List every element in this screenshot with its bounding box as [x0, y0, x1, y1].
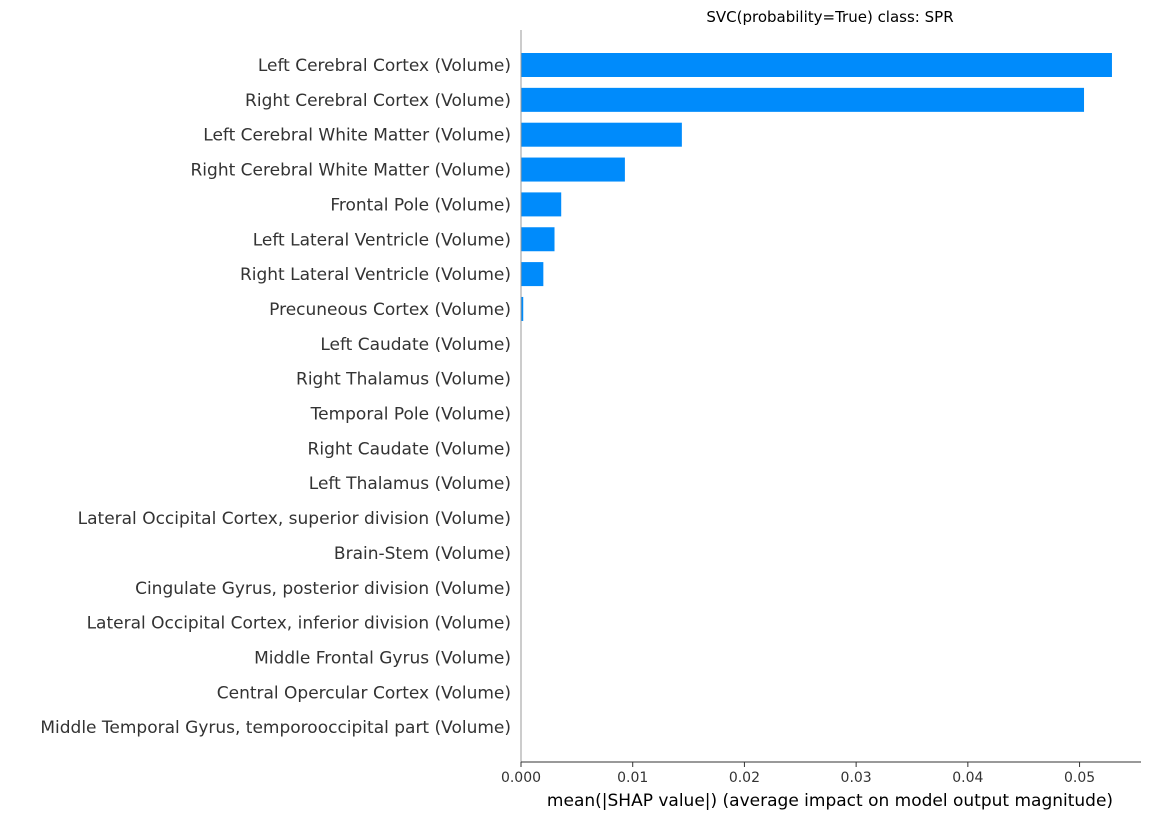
feature-label: Right Cerebral White Matter (Volume)	[191, 161, 512, 181]
bar	[521, 227, 555, 251]
feature-label: Cingulate Gyrus, posterior division (Vol…	[135, 579, 511, 599]
feature-label: Lateral Occipital Cortex, superior divis…	[78, 509, 511, 529]
x-axis-ticks: 0.000 0.01 0.02 0.03 0.04 0.05	[501, 762, 1095, 786]
feature-label: Right Cerebral Cortex (Volume)	[245, 91, 511, 111]
feature-label: Brain-Stem (Volume)	[334, 544, 511, 564]
bar	[521, 262, 543, 286]
feature-label: Frontal Pole (Volume)	[330, 195, 511, 215]
x-tick-label: 0.000	[501, 770, 541, 786]
feature-label: Precuneous Cortex (Volume)	[269, 300, 511, 320]
feature-labels: Left Cerebral Cortex (Volume) Right Cereb…	[40, 56, 511, 738]
feature-label: Right Lateral Ventricle (Volume)	[240, 265, 511, 285]
bar	[521, 123, 682, 147]
x-tick-label: 0.02	[729, 770, 760, 786]
x-axis-label: mean(|SHAP value|) (average impact on mo…	[547, 791, 1113, 811]
bar	[521, 53, 1112, 77]
bar	[521, 158, 625, 182]
x-tick-label: 0.04	[952, 770, 983, 786]
feature-label: Left Lateral Ventricle (Volume)	[253, 230, 511, 250]
feature-label: Right Caudate (Volume)	[308, 439, 511, 459]
feature-label: Left Caudate (Volume)	[320, 335, 511, 355]
x-tick-label: 0.03	[841, 770, 872, 786]
feature-label: Left Cerebral Cortex (Volume)	[258, 56, 511, 76]
bars-layer	[521, 53, 1112, 321]
feature-label: Lateral Occipital Cortex, inferior divis…	[87, 614, 511, 634]
feature-label: Middle Temporal Gyrus, temporooccipital …	[40, 718, 511, 738]
feature-label: Middle Frontal Gyrus (Volume)	[254, 648, 511, 668]
x-tick-label: 0.01	[617, 770, 648, 786]
feature-label: Left Cerebral White Matter (Volume)	[203, 126, 511, 146]
feature-label: Right Thalamus (Volume)	[296, 370, 511, 390]
bar	[521, 192, 561, 216]
feature-label: Left Thalamus (Volume)	[309, 474, 511, 494]
bar	[521, 88, 1084, 112]
x-tick-label: 0.05	[1064, 770, 1095, 786]
feature-label: Central Opercular Cortex (Volume)	[217, 683, 511, 703]
feature-label: Temporal Pole (Volume)	[310, 405, 511, 425]
chart-title: SVC(probability=True) class: SPR	[706, 8, 953, 26]
